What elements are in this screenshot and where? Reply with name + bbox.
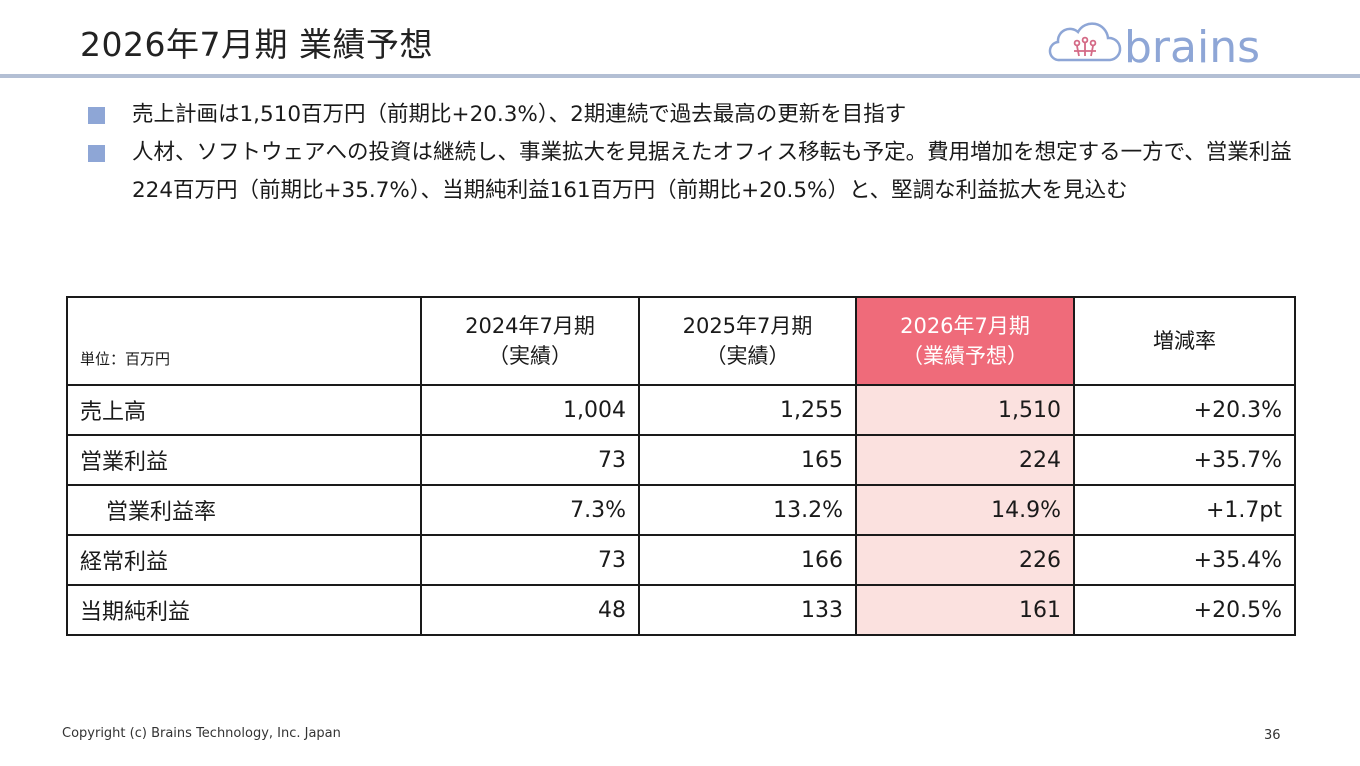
cell-2024: 73 <box>420 534 640 586</box>
header-line: （業績予想） <box>902 344 1028 368</box>
table-row: 当期純利益 48 133 161 +20.5% <box>66 584 1296 636</box>
table-row: 営業利益率 7.3% 13.2% 14.9% +1.7pt <box>66 484 1296 536</box>
header-line: 2024年7月期 <box>465 314 595 338</box>
header-line: 増減率 <box>1153 329 1216 353</box>
cell-2026: 226 <box>855 534 1075 586</box>
row-label: 当期純利益 <box>66 584 422 636</box>
cell-change: +35.4% <box>1073 534 1296 586</box>
cell-2026: 14.9% <box>855 484 1075 536</box>
cell-2025: 133 <box>638 584 857 636</box>
row-label: 経常利益 <box>66 534 422 586</box>
table-row: 営業利益 73 165 224 +35.7% <box>66 434 1296 486</box>
cell-2026: 161 <box>855 584 1075 636</box>
row-label: 営業利益 <box>66 434 422 486</box>
cell-change: +35.7% <box>1073 434 1296 486</box>
table-header-row: 単位：百万円 2024年7月期 （実績） 2025年7月期 （実績） 2026年… <box>66 296 1296 386</box>
bullet-text: 人材、ソフトウェアへの投資は継続し、事業拡大を見据えたオフィス移転も予定。費用増… <box>132 140 1292 203</box>
page-number: 36 <box>1264 728 1281 743</box>
cell-2024: 73 <box>420 434 640 486</box>
bullet-text: 売上計画は1,510百万円（前期比+20.3%）、2期連続で過去最高の更新を目指… <box>132 102 907 127</box>
header-line: 2025年7月期 <box>682 314 813 338</box>
bullet-square-icon <box>88 107 105 124</box>
cell-change: +1.7pt <box>1073 484 1296 536</box>
slide-title: 2026年7月期 業績予想 <box>80 25 433 64</box>
cell-2025: 13.2% <box>638 484 857 536</box>
logo-text: brains <box>1124 22 1260 73</box>
cell-2024: 7.3% <box>420 484 640 536</box>
bullet-item: 売上計画は1,510百万円（前期比+20.3%）、2期連続で過去最高の更新を目指… <box>88 96 1318 134</box>
forecast-table: 単位：百万円 2024年7月期 （実績） 2025年7月期 （実績） 2026年… <box>66 296 1296 636</box>
header-line: （実績） <box>488 344 572 368</box>
bullet-square-icon <box>88 145 105 162</box>
cell-2024: 48 <box>420 584 640 636</box>
table-row: 経常利益 73 166 226 +35.4% <box>66 534 1296 586</box>
unit-label: 単位：百万円 <box>66 296 422 386</box>
row-label: 営業利益率 <box>66 484 422 536</box>
cell-2025: 166 <box>638 534 857 586</box>
row-label: 売上高 <box>66 384 422 436</box>
cell-2026: 1,510 <box>855 384 1075 436</box>
cloud-icon <box>1048 22 1122 62</box>
title-divider <box>0 74 1360 78</box>
cell-change: +20.5% <box>1073 584 1296 636</box>
column-header-2026-forecast: 2026年7月期 （業績予想） <box>855 296 1075 386</box>
column-header-2024: 2024年7月期 （実績） <box>420 296 640 386</box>
bullet-item: 人材、ソフトウェアへの投資は継続し、事業拡大を見据えたオフィス移転も予定。費用増… <box>88 134 1318 210</box>
table-row: 売上高 1,004 1,255 1,510 +20.3% <box>66 384 1296 436</box>
header-line: 2026年7月期 <box>900 314 1030 338</box>
copyright-footer: Copyright (c) Brains Technology, Inc. Ja… <box>62 726 341 741</box>
people-icon <box>1073 36 1097 57</box>
cell-2026: 224 <box>855 434 1075 486</box>
column-header-change-rate: 増減率 <box>1073 296 1296 386</box>
header-line: （実績） <box>705 344 790 368</box>
column-header-2025: 2025年7月期 （実績） <box>638 296 857 386</box>
brains-logo: brains <box>1048 22 1260 73</box>
cell-2024: 1,004 <box>420 384 640 436</box>
cell-2025: 1,255 <box>638 384 857 436</box>
cell-change: +20.3% <box>1073 384 1296 436</box>
bullet-list: 売上計画は1,510百万円（前期比+20.3%）、2期連続で過去最高の更新を目指… <box>88 96 1318 210</box>
cell-2025: 165 <box>638 434 857 486</box>
